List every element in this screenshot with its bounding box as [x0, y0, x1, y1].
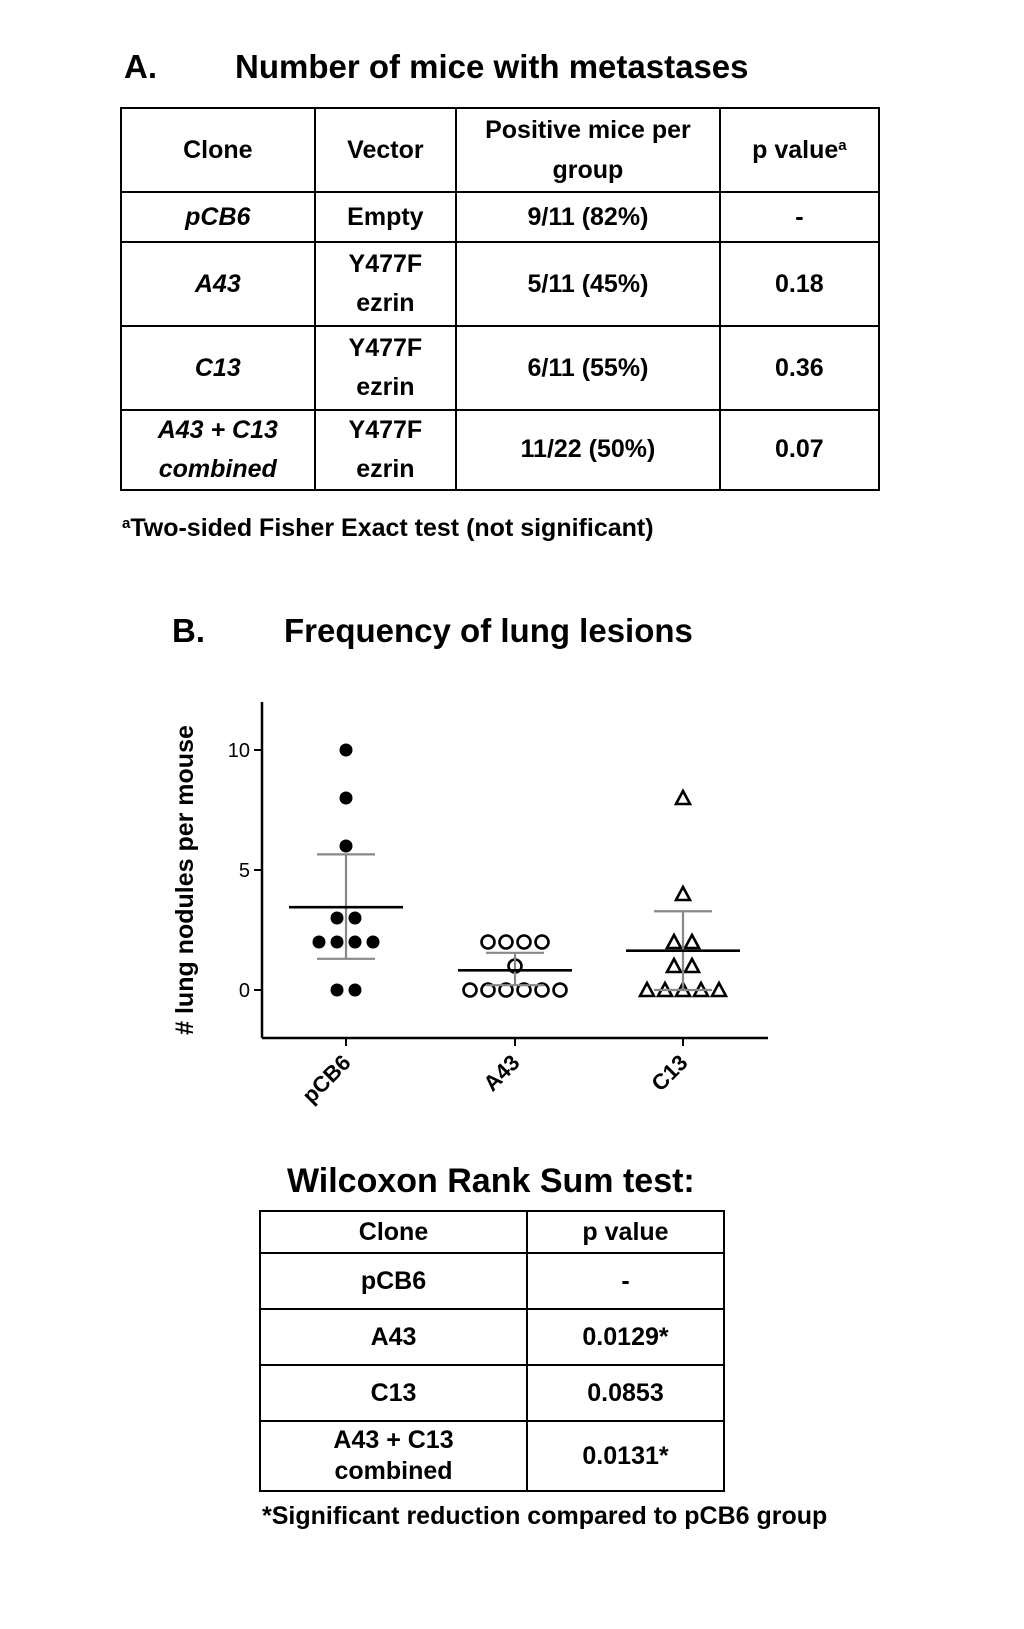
- data-point: [682, 932, 702, 950]
- row-vector-text: Y477F ezrin: [348, 416, 423, 483]
- row-p: -: [526, 1252, 725, 1310]
- row-clone: A43 + C13 combined: [120, 409, 316, 491]
- metastases-table: Clone Vector Positive mice per group p v…: [120, 107, 881, 491]
- wilcoxon-table: Clone p value pCB6 - A43 0.0129* C13 0.0…: [258, 1210, 725, 1492]
- row-vector: Y477F ezrin: [313, 409, 458, 491]
- row-clone: pCB6: [258, 1252, 529, 1310]
- row-p: 0.0853: [526, 1364, 725, 1422]
- row-positive: 11/22 (50%): [455, 409, 721, 491]
- data-point: [312, 935, 326, 949]
- header-clone: Clone: [258, 1210, 529, 1254]
- header-p-value-text: p value: [752, 135, 839, 164]
- row-clone: A43: [258, 1308, 529, 1366]
- row-clone-text: A43 + C13 combined: [333, 1425, 454, 1485]
- header-p-value: p value: [526, 1210, 725, 1254]
- data-point: [366, 935, 380, 949]
- panel-a-title: Number of mice with metastases: [235, 48, 749, 85]
- table-header-row: Clone Vector Positive mice per group p v…: [120, 107, 881, 193]
- data-point: [534, 934, 550, 950]
- row-clone-text: A43 + C13 combined: [157, 416, 278, 483]
- row-clone: A43 + C13 combined: [258, 1420, 529, 1492]
- data-point: [480, 982, 496, 998]
- data-point: [673, 884, 693, 902]
- data-point: [498, 982, 514, 998]
- data-point: [664, 932, 684, 950]
- row-clone: C13: [120, 325, 316, 411]
- x-tick-label: pCB6: [297, 1050, 355, 1108]
- row-p: 0.07: [718, 409, 881, 491]
- header-positive-text: Positive mice per group: [485, 116, 691, 184]
- wilcoxon-title: Wilcoxon Rank Sum test:: [287, 1162, 695, 1200]
- panel-a-footnote: aTwo-sided Fisher Exact test (not signif…: [122, 514, 654, 543]
- table-row: pCB6 -: [258, 1252, 725, 1310]
- row-positive: 5/11 (45%): [455, 241, 721, 327]
- table-row: pCB6 Empty 9/11 (82%) -: [120, 191, 881, 243]
- row-clone: pCB6: [120, 191, 316, 243]
- header-positive: Positive mice per group: [455, 107, 721, 193]
- row-vector: Y477F ezrin: [313, 325, 458, 411]
- row-p: -: [718, 191, 881, 243]
- header-superscript: a: [838, 136, 847, 154]
- table-row: A43 + C13 combined Y477F ezrin 11/22 (50…: [120, 409, 881, 491]
- data-point: [339, 743, 353, 757]
- row-clone: C13: [258, 1364, 529, 1422]
- data-point: [682, 956, 702, 974]
- row-clone: A43: [120, 241, 316, 327]
- data-point: [637, 980, 657, 998]
- header-p-value: p valuea: [718, 107, 881, 193]
- panel-a-letter: A.: [124, 48, 157, 85]
- y-axis-title: # lung nodules per mouse: [171, 725, 199, 1035]
- row-positive: 9/11 (82%): [455, 191, 721, 243]
- footnote-text: Two-sided Fisher Exact test (not signifi…: [130, 514, 654, 542]
- data-point: [673, 788, 693, 806]
- row-vector: Empty: [313, 191, 458, 243]
- row-vector: Y477F ezrin: [313, 241, 458, 327]
- data-point: [339, 839, 353, 853]
- row-p: 0.0131*: [526, 1420, 725, 1492]
- row-p: 0.36: [718, 325, 881, 411]
- data-point: [709, 980, 729, 998]
- wilcoxon-footnote: *Significant reduction compared to pCB6 …: [262, 1502, 828, 1530]
- data-point: [348, 911, 362, 925]
- x-tick-label: C13: [646, 1050, 692, 1096]
- y-tick-label: 10: [228, 740, 250, 762]
- header-vector: Vector: [313, 107, 458, 193]
- panel-b-letter: B.: [172, 612, 205, 649]
- data-point: [534, 982, 550, 998]
- data-point: [516, 982, 532, 998]
- y-tick-label: 0: [239, 980, 250, 1002]
- data-point: [330, 911, 344, 925]
- table-row: A43 0.0129*: [258, 1308, 725, 1366]
- row-positive: 6/11 (55%): [455, 325, 721, 411]
- data-point: [498, 934, 514, 950]
- footnote-marker: a: [122, 515, 131, 532]
- table-row: A43 + C13 combined 0.0131*: [258, 1420, 725, 1492]
- row-vector-text: Y477F ezrin: [348, 250, 423, 317]
- data-point: [348, 935, 362, 949]
- data-point: [552, 982, 568, 998]
- data-point: [462, 982, 478, 998]
- scatter-chart: 0 5 10 # lung nodules per mouse pCB6 A43 C13: [171, 702, 768, 1108]
- row-p: 0.18: [718, 241, 881, 327]
- row-vector-text: Y477F ezrin: [348, 334, 423, 401]
- table-row: C13 Y477F ezrin 6/11 (55%) 0.36: [120, 325, 881, 411]
- y-tick-label: 5: [239, 860, 250, 882]
- data-point: [516, 934, 532, 950]
- data-point: [664, 956, 684, 974]
- row-p: 0.0129*: [526, 1308, 725, 1366]
- data-point: [480, 934, 496, 950]
- table-row: C13 0.0853: [258, 1364, 725, 1422]
- header-clone: Clone: [120, 107, 316, 193]
- panel-b-title: Frequency of lung lesions: [284, 612, 693, 649]
- data-point: [348, 983, 362, 997]
- data-point: [339, 791, 353, 805]
- data-point: [330, 935, 344, 949]
- table-header-row: Clone p value: [258, 1210, 725, 1254]
- data-point: [330, 983, 344, 997]
- x-tick-label: A43: [478, 1050, 524, 1096]
- table-row: A43 Y477F ezrin 5/11 (45%) 0.18: [120, 241, 881, 327]
